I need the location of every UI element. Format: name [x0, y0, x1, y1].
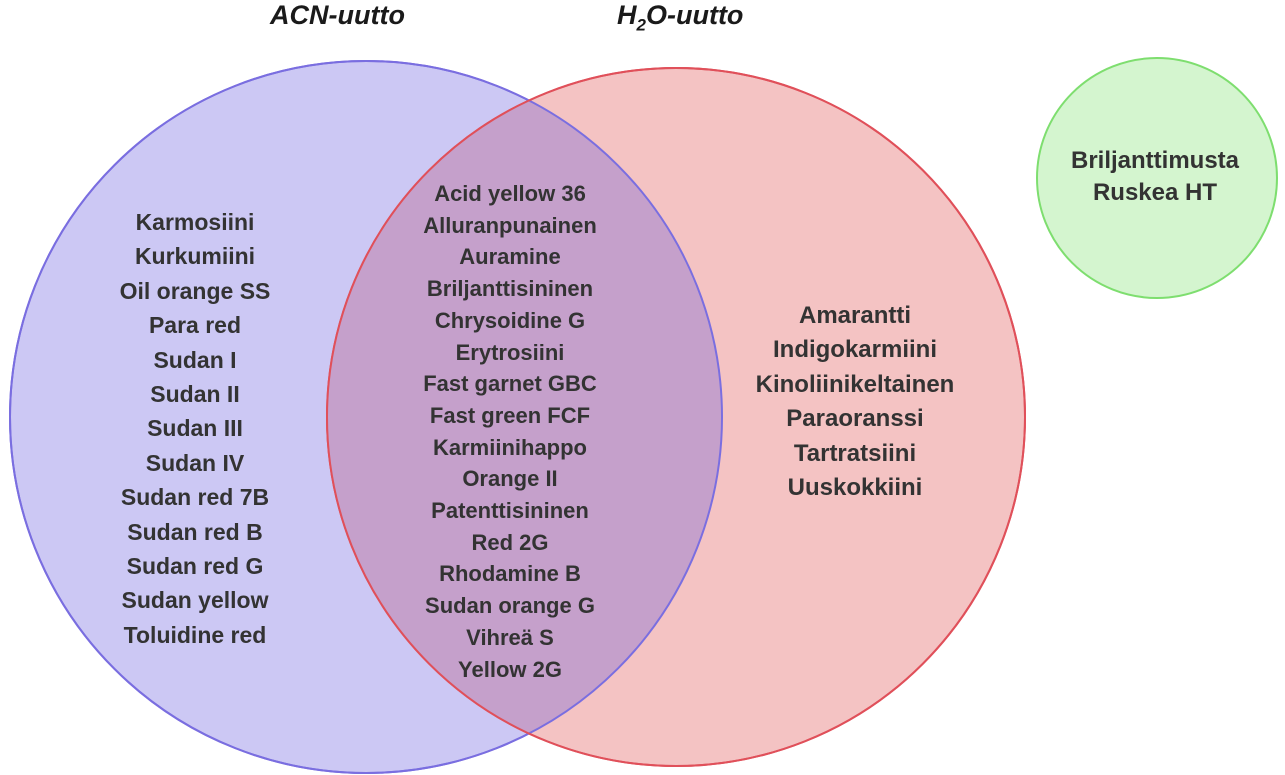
list-item: Orange II — [462, 466, 558, 492]
h2o-circle-outline — [326, 67, 1026, 767]
list-item: Toluidine red — [123, 621, 267, 648]
list-item: Ruskea HT — [1092, 179, 1218, 206]
acn-title: ACN-uutto — [270, 0, 405, 30]
list-item: Sudan yellow — [121, 587, 269, 614]
list-item: Fast green FCF — [429, 402, 591, 428]
list-item: Tartratsiini — [793, 439, 917, 467]
list-item: Paraoranssi — [786, 405, 924, 433]
list-item: Sudan IV — [145, 449, 245, 476]
list-item: Uuskokkiini — [787, 474, 923, 502]
list-item: Sudan red G — [126, 553, 264, 580]
list-item: Patenttisininen — [431, 498, 589, 524]
neither-list: Briljanttimusta Ruskea HT — [1040, 145, 1270, 209]
list-item: Karmiinihappo — [432, 434, 587, 460]
list-item: Chrysoidine G — [434, 307, 586, 333]
list-item: Para red — [148, 312, 242, 339]
list-item: Sudan II — [150, 381, 240, 408]
list-item: Sudan red 7B — [120, 484, 270, 511]
list-item: Oil orange SS — [119, 277, 271, 304]
list-item: Yellow 2G — [458, 656, 562, 682]
list-item: Briljanttimusta — [1070, 147, 1240, 174]
neither-circle — [1036, 57, 1278, 299]
list-item: Rhodamine B — [439, 561, 581, 587]
list-item: Acid yellow 36 — [434, 181, 586, 206]
list-item: Erytrosiini — [455, 339, 565, 365]
list-item: Sudan red B — [127, 518, 263, 545]
list-item: Karmosiini — [135, 209, 255, 235]
list-item: Red 2G — [471, 529, 549, 555]
overlap-region — [327, 68, 722, 766]
acn-only-list: Karmosiini Kurkumiini Oil orange SS Para re… — [45, 205, 345, 652]
list-item: Kinoliinikeltainen — [755, 370, 955, 398]
both-list: Acid yellow 36 Alluranpunainen Auramine Bri… — [370, 178, 650, 685]
list-item: Briljanttisininen — [426, 276, 594, 302]
list-item: Sudan I — [153, 346, 237, 373]
acn-circle-outline — [9, 60, 723, 774]
h2o-title: H2O-uutto — [617, 0, 744, 35]
list-item: Amarantti — [798, 302, 912, 329]
list-item: Fast garnet GBC — [423, 371, 597, 397]
list-item: Kurkumiini — [134, 243, 256, 270]
list-item: Alluranpunainen — [423, 212, 597, 238]
list-item: Vihreä S — [466, 624, 554, 650]
list-item: Indigokarmiini — [772, 336, 937, 364]
h2o-only-list: Amarantti Indigokarmiini Kinoliinikeltaine… — [700, 299, 1010, 505]
list-item: Auramine — [459, 244, 561, 270]
list-item: Sudan III — [147, 415, 243, 442]
list-item: Sudan orange G — [425, 593, 595, 619]
